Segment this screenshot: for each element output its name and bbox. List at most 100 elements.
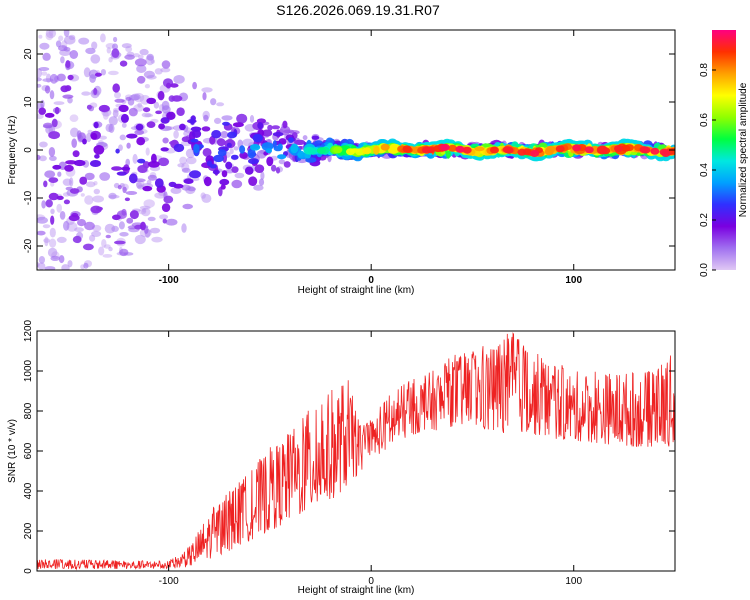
spectrogram-x-tick-label: 100 bbox=[565, 275, 582, 286]
spectrogram-blob bbox=[108, 70, 119, 76]
spectrogram-blob bbox=[311, 135, 320, 140]
spectrogram-blob bbox=[37, 77, 42, 82]
spectrogram-blob bbox=[158, 123, 166, 130]
spectrogram-blob bbox=[121, 122, 127, 128]
spectrogram-blob bbox=[47, 247, 58, 258]
spectrogram-blob bbox=[105, 234, 112, 239]
spectrogram-blob bbox=[134, 129, 145, 135]
spectrogram-blob bbox=[641, 146, 651, 154]
spectrogram-blob bbox=[49, 90, 55, 100]
colorbar-gradient bbox=[712, 30, 736, 270]
spectrogram-blob bbox=[129, 173, 138, 184]
colorbar-tick-label: 0.4 bbox=[699, 163, 710, 177]
spectrogram-blob bbox=[108, 192, 117, 200]
spectrogram-blob bbox=[177, 163, 185, 168]
spectrogram-blob bbox=[99, 135, 107, 140]
spectrogram-blob bbox=[82, 138, 87, 145]
spectrogram-blob bbox=[161, 60, 171, 69]
spectrogram-blob bbox=[90, 132, 98, 140]
spectrogram-blob bbox=[314, 140, 323, 145]
spectrogram-blob bbox=[81, 91, 91, 96]
spectrogram-blob bbox=[112, 109, 119, 118]
spectrogram-blob bbox=[504, 146, 514, 154]
spectrogram-blob bbox=[173, 143, 185, 153]
spectrogram-blob bbox=[214, 117, 222, 124]
spectrogram-blob bbox=[247, 148, 256, 159]
spectrogram-marks bbox=[37, 30, 675, 270]
spectrogram-blob bbox=[125, 191, 138, 195]
spectrogram-blob bbox=[171, 95, 183, 102]
spectrogram-blob bbox=[209, 135, 216, 145]
spectrogram-blob bbox=[48, 147, 56, 157]
spectrogram-blob bbox=[267, 124, 273, 131]
spectrogram-blob bbox=[37, 113, 44, 120]
spectrogram-blob bbox=[65, 60, 71, 69]
snr-x-tick-label: -100 bbox=[159, 576, 179, 587]
spectrogram-blob bbox=[38, 155, 47, 162]
spectrogram-blob bbox=[305, 157, 317, 163]
spectrogram-blob bbox=[258, 178, 265, 186]
spectrogram-y-tick-label: -20 bbox=[23, 238, 34, 253]
spectrogram-blob bbox=[108, 124, 115, 133]
spectrogram-blob bbox=[253, 184, 264, 191]
spectrogram-blob bbox=[216, 138, 226, 147]
spectrogram-blob bbox=[596, 145, 608, 155]
spectrogram-blob bbox=[584, 146, 594, 154]
spectrogram-blob bbox=[170, 187, 182, 195]
spectrogram-blob bbox=[84, 221, 95, 231]
spectrogram-blob bbox=[74, 227, 84, 233]
spectrogram-blob bbox=[166, 82, 171, 89]
spectrogram-blob bbox=[290, 143, 299, 154]
spectrogram-blob bbox=[134, 234, 146, 245]
spectrogram-blob bbox=[124, 54, 135, 60]
spectrogram-blob bbox=[544, 148, 554, 156]
spectrogram-blob bbox=[151, 236, 163, 243]
snr-y-tick-label: 400 bbox=[23, 482, 34, 499]
spectrogram-blob bbox=[161, 203, 171, 213]
spectrogram-blob bbox=[48, 177, 59, 184]
spectrogram-blob bbox=[252, 133, 263, 143]
spectrogram-blob bbox=[77, 219, 86, 227]
spectrogram-blob bbox=[402, 145, 412, 153]
spectrogram-blob bbox=[119, 60, 128, 67]
spectrogram-blob bbox=[147, 174, 157, 181]
spectrogram-blob bbox=[190, 126, 202, 132]
spectrogram-blob bbox=[145, 147, 150, 156]
spectrogram-blob bbox=[49, 238, 57, 248]
spectrogram-blob bbox=[189, 170, 201, 179]
colorbar-tick-label: 0.6 bbox=[699, 113, 710, 127]
spectrogram-blob bbox=[84, 172, 95, 181]
spectrogram-blob bbox=[89, 74, 96, 83]
snr-y-tick-label: 1000 bbox=[23, 359, 34, 382]
spectrogram-blob bbox=[67, 74, 74, 81]
spectrogram-blob bbox=[154, 192, 167, 199]
spectrogram-blob bbox=[283, 161, 291, 168]
spectrogram-blob bbox=[39, 42, 50, 50]
spectrogram-blob bbox=[572, 144, 582, 152]
spectrogram-blob bbox=[203, 114, 209, 122]
spectrogram-blob bbox=[38, 107, 46, 115]
spectrogram-blob bbox=[220, 131, 229, 139]
colorbar-label: Normalized spectral amplitude bbox=[738, 82, 749, 217]
spectrogram-blob bbox=[93, 145, 105, 155]
spectrogram-blob bbox=[120, 113, 129, 123]
spectrogram-blob bbox=[380, 143, 390, 151]
spectrogram-blob bbox=[63, 199, 70, 205]
spectrogram-blob bbox=[231, 166, 239, 174]
spectrogram-blob bbox=[73, 159, 86, 167]
spectrogram-blob bbox=[114, 98, 125, 103]
spectrogram-blob bbox=[265, 148, 272, 154]
spectrogram-blob bbox=[45, 199, 53, 208]
spectrogram-blob bbox=[37, 68, 43, 78]
spectrogram-blob bbox=[146, 97, 157, 105]
spectrogram-blob bbox=[50, 181, 55, 187]
spectrogram-blob bbox=[139, 205, 151, 210]
spectrogram-blob bbox=[95, 206, 103, 211]
colorbar-tick-label: 0.8 bbox=[699, 63, 710, 77]
spectrogram-blob bbox=[63, 35, 76, 45]
spectrogram-blob bbox=[44, 170, 56, 178]
spectrogram-blob bbox=[120, 166, 131, 171]
snr-x-label: Height of straight line (km) bbox=[298, 585, 415, 596]
spectrogram-blob bbox=[218, 187, 223, 197]
spectrogram-blob bbox=[239, 151, 248, 159]
